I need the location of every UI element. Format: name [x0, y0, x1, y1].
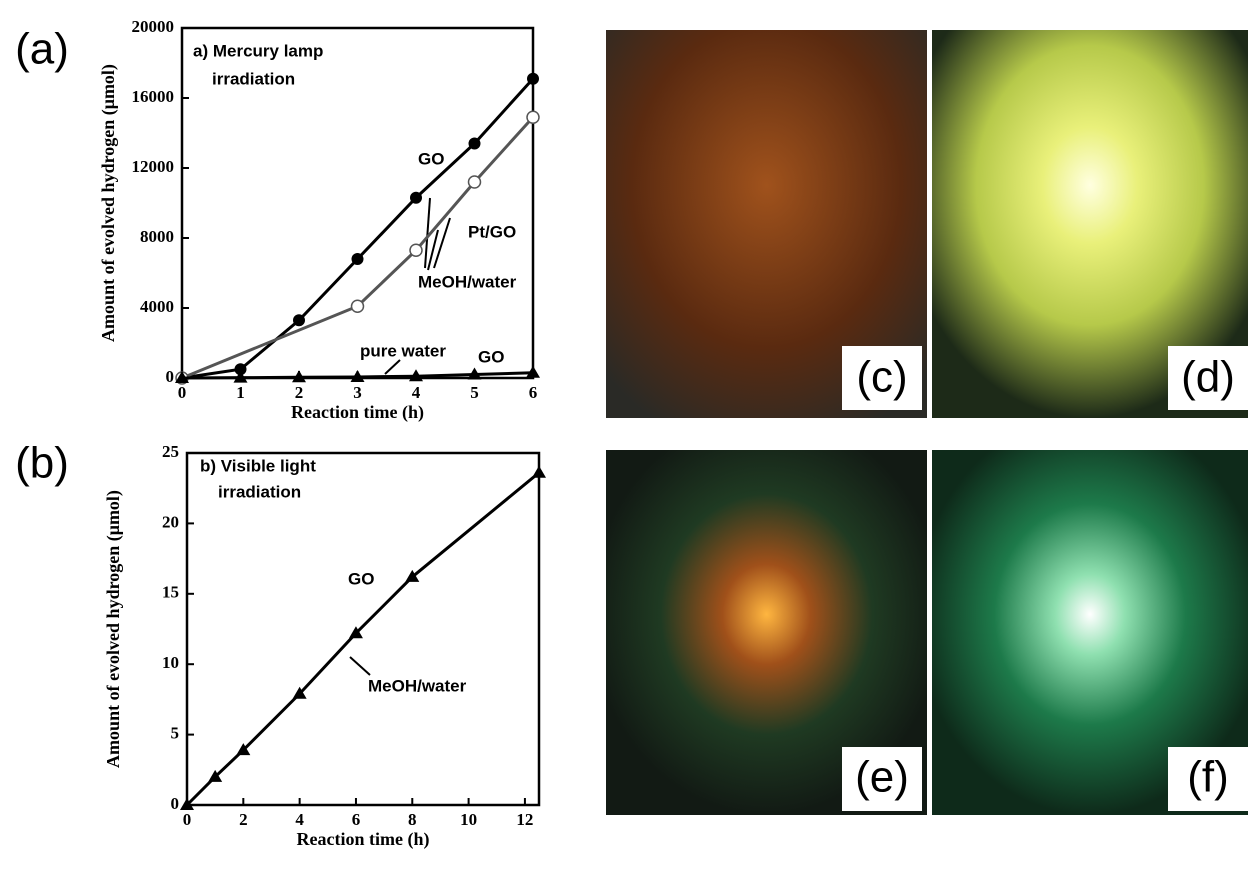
x-tick-label: 6 — [529, 383, 538, 402]
marker — [293, 314, 305, 326]
y-axis-label: Amount of evolved hydrogen (μmol) — [98, 64, 119, 342]
annotation: GO — [348, 569, 374, 588]
marker — [352, 253, 364, 265]
y-tick-label: 15 — [162, 583, 179, 602]
x-axis-label: Reaction time (h) — [297, 829, 430, 850]
marker — [527, 111, 539, 123]
x-tick-label: 8 — [408, 810, 417, 829]
photo-label: (d) — [1181, 353, 1235, 402]
x-tick-label: 6 — [352, 810, 361, 829]
annotation: GO — [418, 149, 444, 168]
y-tick-label: 16000 — [132, 87, 175, 106]
x-tick-label: 3 — [353, 383, 362, 402]
marker — [410, 244, 422, 256]
y-tick-label: 20000 — [132, 17, 175, 36]
photo-label: (c) — [856, 353, 907, 402]
marker — [532, 466, 546, 478]
annotation: a) Mercury lamp — [193, 41, 323, 60]
panel-label: (b) — [15, 439, 69, 488]
x-tick-label: 10 — [460, 810, 477, 829]
x-tick-label: 0 — [183, 810, 192, 829]
y-tick-label: 0 — [166, 367, 175, 386]
series-line — [187, 473, 539, 805]
photo-label: (e) — [855, 753, 909, 802]
annotation: pure water — [360, 341, 446, 360]
x-tick-label: 2 — [295, 383, 304, 402]
panel-label: (a) — [15, 25, 69, 74]
x-tick-label: 12 — [516, 810, 533, 829]
y-tick-label: 12000 — [132, 157, 175, 176]
y-axis-label: Amount of evolved hydrogen (μmol) — [103, 490, 124, 768]
annotation: Pt/GO — [468, 222, 516, 241]
marker — [410, 192, 422, 204]
y-tick-label: 0 — [171, 794, 180, 813]
x-tick-label: 1 — [236, 383, 245, 402]
photo-label: (f) — [1187, 753, 1229, 802]
marker — [527, 73, 539, 85]
arrows — [350, 198, 450, 675]
annotation: GO — [478, 347, 504, 366]
y-tick-label: 25 — [162, 442, 179, 461]
annotation: irradiation — [212, 69, 295, 88]
figure: (c) (d) (e) (f) (a) (b) 0123456040008000… — [0, 0, 1248, 870]
y-tick-label: 10 — [162, 653, 179, 672]
y-tick-label: 4000 — [140, 297, 174, 316]
marker — [352, 300, 364, 312]
x-tick-label: 2 — [239, 810, 248, 829]
x-tick-label: 4 — [295, 810, 304, 829]
annotation: MeOH/water — [418, 272, 517, 291]
marker — [469, 176, 481, 188]
x-tick-label: 5 — [470, 383, 479, 402]
page: {"panel_labels": ["(a)", "(b)"], "photos… — [0, 0, 1248, 870]
y-tick-label: 8000 — [140, 227, 174, 246]
marker — [469, 138, 481, 150]
annotation: MeOH/water — [368, 676, 467, 695]
x-axis-label: Reaction time (h) — [291, 402, 424, 423]
annotation: b) Visible light — [200, 456, 316, 475]
annotation: irradiation — [218, 482, 301, 501]
y-tick-label: 20 — [162, 512, 179, 531]
x-tick-label: 4 — [412, 383, 421, 402]
y-tick-label: 5 — [171, 724, 180, 743]
series-line — [182, 117, 533, 378]
x-tick-label: 0 — [178, 383, 187, 402]
